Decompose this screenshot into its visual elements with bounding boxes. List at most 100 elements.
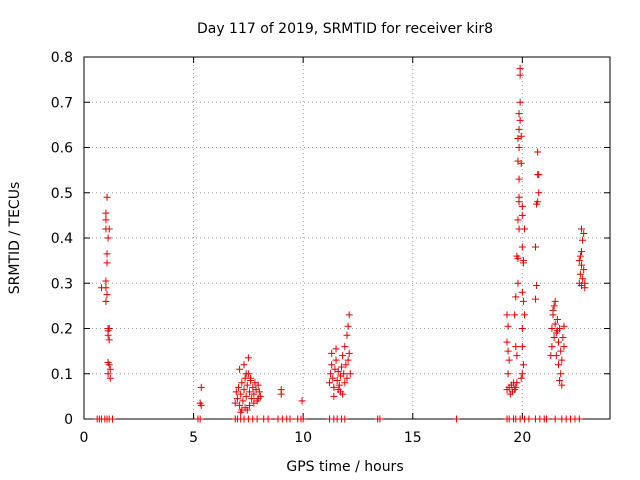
data-point-plus bbox=[531, 243, 539, 251]
data-point-plus bbox=[254, 395, 262, 403]
data-point-plus bbox=[103, 250, 111, 258]
data-point-plus bbox=[513, 379, 521, 387]
data-point-plus bbox=[578, 261, 586, 269]
data-point-plus bbox=[516, 64, 524, 72]
data-point-plus bbox=[244, 354, 252, 362]
data-point-plus bbox=[557, 347, 565, 355]
data-point-plus bbox=[579, 236, 587, 244]
data-point-plus bbox=[503, 311, 511, 319]
x-tick-labels: 0 5 10 15 20 bbox=[80, 430, 532, 446]
data-point-plus bbox=[534, 198, 542, 206]
data-point-plus bbox=[548, 325, 556, 332]
data-point-plus bbox=[521, 225, 529, 233]
data-point-plus bbox=[102, 216, 110, 224]
data-point-plus bbox=[343, 374, 351, 382]
data-point-plus bbox=[581, 279, 589, 287]
data-point-plus bbox=[341, 415, 349, 423]
y-tick-label: 0.3 bbox=[51, 276, 73, 292]
data-point-plus bbox=[248, 395, 256, 403]
data-point-plus bbox=[332, 345, 340, 353]
data-point-plus bbox=[327, 370, 335, 378]
data-point-plus bbox=[515, 125, 523, 133]
data-point-plus bbox=[233, 395, 241, 403]
data-point-plus bbox=[242, 370, 250, 378]
data-point-plus bbox=[239, 397, 247, 405]
data-point-plus bbox=[542, 415, 550, 423]
data-point-plus bbox=[515, 175, 523, 183]
y-tick-label: 0.6 bbox=[51, 141, 73, 157]
x-tick-label: 15 bbox=[404, 430, 422, 446]
data-point-plus bbox=[517, 159, 525, 167]
data-point-plus bbox=[551, 297, 559, 305]
data-point-plus bbox=[518, 211, 526, 219]
data-point-plus bbox=[343, 331, 351, 339]
data-point-plus bbox=[518, 202, 526, 210]
data-point-plus bbox=[575, 257, 583, 265]
data-point-plus bbox=[247, 374, 255, 382]
data-point-plus bbox=[534, 148, 542, 156]
data-point-plus bbox=[253, 415, 261, 423]
x-tick-label: 10 bbox=[294, 430, 312, 446]
data-point-plus bbox=[104, 370, 112, 378]
data-point-plus bbox=[518, 243, 526, 251]
data-point-plus bbox=[197, 401, 205, 409]
data-point-plus bbox=[345, 311, 353, 319]
data-point-plus bbox=[521, 311, 529, 319]
data-point-plus bbox=[103, 291, 111, 299]
data-point-plus bbox=[548, 343, 556, 351]
data-point-plus bbox=[518, 343, 526, 351]
y-tick-label: 0.8 bbox=[51, 50, 73, 66]
data-point-plus bbox=[333, 377, 341, 385]
data-point-plus bbox=[512, 293, 520, 301]
data-point-plus bbox=[518, 370, 526, 378]
data-point-plus bbox=[560, 322, 568, 330]
data-point-plus bbox=[553, 327, 561, 335]
chart-title: Day 117 of 2019, SRMTID for receiver kir… bbox=[197, 21, 493, 37]
data-point-plus bbox=[512, 343, 520, 351]
data-point-plus bbox=[102, 297, 110, 305]
data-point-plus bbox=[579, 275, 587, 283]
data-point-plus bbox=[556, 377, 564, 385]
data-point-plus bbox=[104, 331, 112, 339]
data-point-plus bbox=[242, 392, 250, 400]
data-point-plus bbox=[550, 302, 558, 310]
data-point-plus bbox=[106, 365, 114, 373]
data-point-plus bbox=[329, 374, 337, 382]
y-tick-label: 0.4 bbox=[51, 231, 73, 247]
data-point-plus bbox=[243, 406, 251, 414]
data-point-plus bbox=[554, 361, 562, 369]
data-point-plus bbox=[559, 334, 567, 342]
data-point-plus bbox=[558, 381, 566, 389]
data-point-plus bbox=[517, 374, 525, 382]
data-point-plus bbox=[515, 110, 523, 118]
data-point-plus bbox=[519, 361, 527, 369]
data-point-plus bbox=[516, 98, 524, 106]
data-point-plus bbox=[102, 284, 110, 292]
data-point-plus bbox=[245, 388, 253, 396]
data-point-plus bbox=[330, 392, 338, 400]
data-point-plus bbox=[549, 306, 557, 314]
data-point-plus bbox=[553, 315, 561, 323]
data-point-plus bbox=[346, 370, 354, 378]
data-point-plus bbox=[557, 370, 565, 378]
x-axis-title: GPS time / hours bbox=[286, 459, 403, 475]
data-point-plus bbox=[518, 288, 526, 296]
data-point-plus bbox=[505, 356, 513, 364]
y-tick-labels: 0 0.1 0.2 0.3 0.4 0.5 0.6 0.7 0.8 bbox=[51, 50, 73, 428]
data-point-plus bbox=[517, 132, 525, 140]
data-point-plus bbox=[515, 144, 523, 151]
data-point-plus bbox=[235, 383, 243, 391]
data-point-plus bbox=[236, 365, 244, 373]
data-point-plus bbox=[196, 415, 204, 423]
data-point-plus bbox=[575, 415, 583, 423]
data-point-plus bbox=[328, 361, 336, 369]
data-point-plus bbox=[345, 349, 353, 357]
data-point-plus bbox=[105, 361, 113, 369]
data-point-plus bbox=[552, 352, 560, 360]
data-point-plus bbox=[578, 248, 586, 256]
data-point-plus bbox=[340, 370, 348, 378]
data-point-plus bbox=[105, 225, 113, 233]
data-point-plus bbox=[238, 379, 246, 387]
data-point-plus bbox=[106, 374, 114, 382]
